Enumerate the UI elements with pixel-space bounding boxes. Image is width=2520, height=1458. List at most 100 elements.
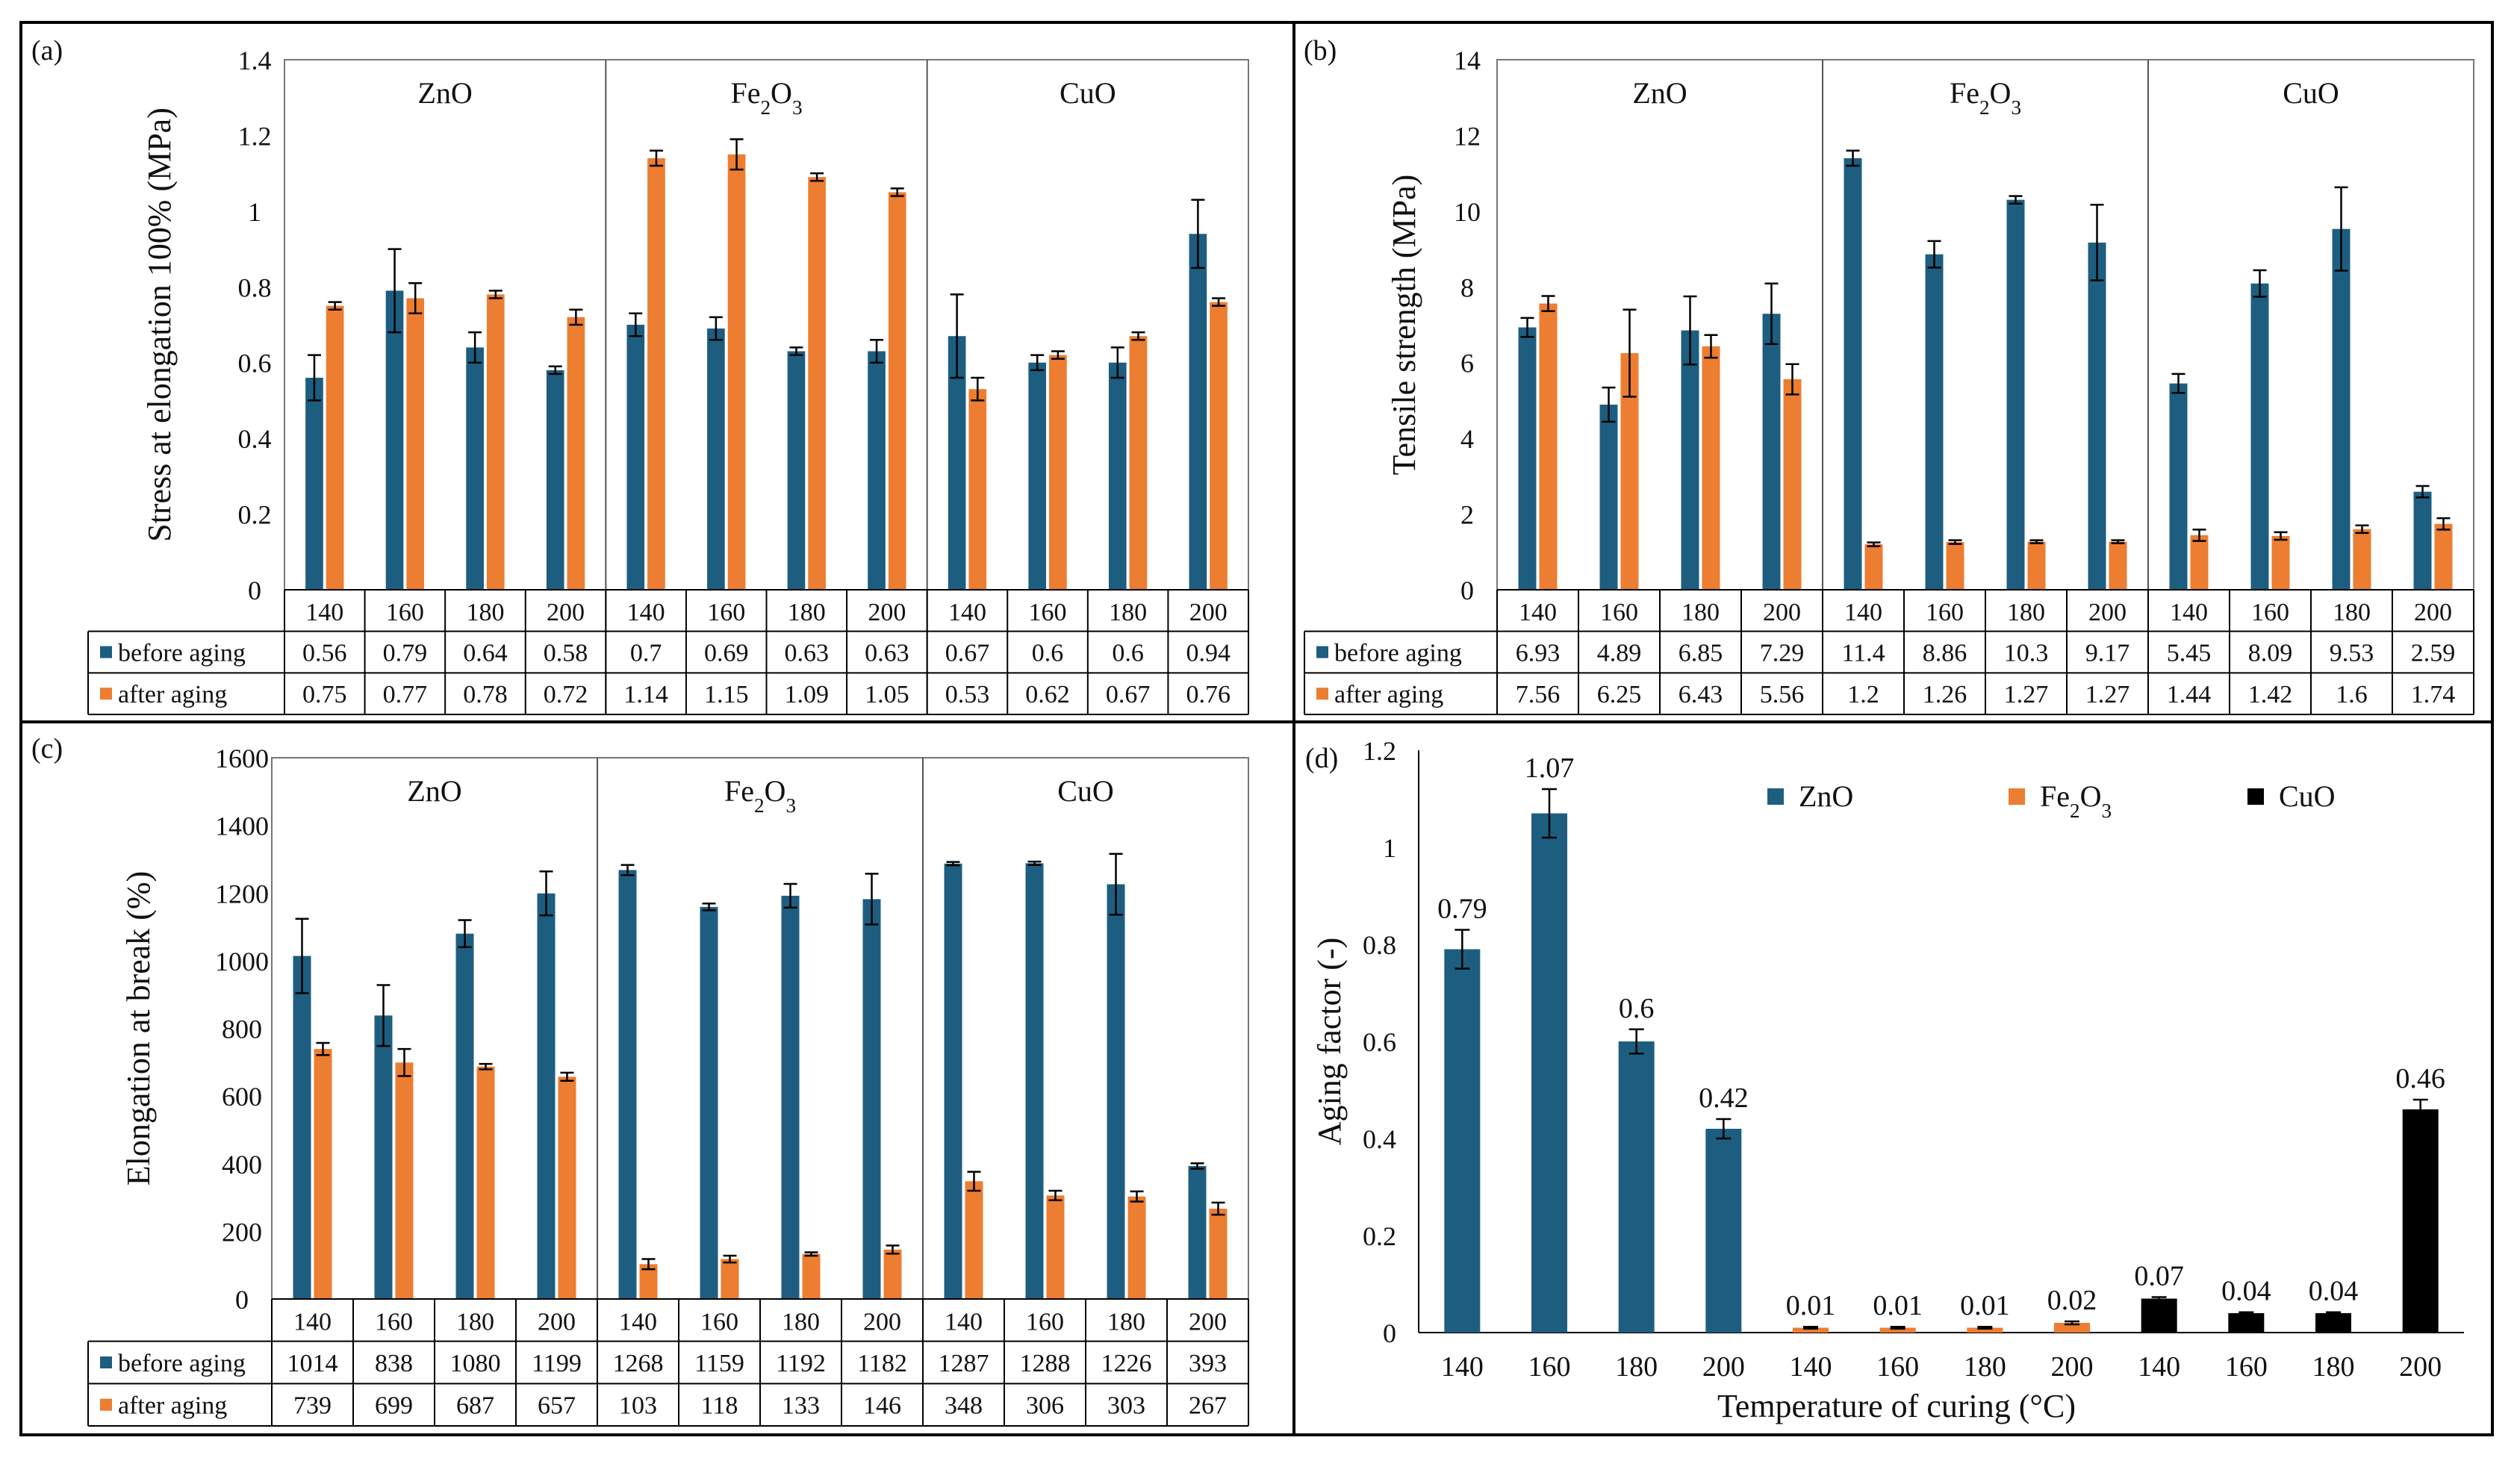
data-label: 1.05 — [865, 681, 909, 708]
data-label: 0.02 — [2047, 1285, 2097, 1316]
x-tick-label: 200 — [868, 599, 906, 626]
bar — [2402, 1109, 2439, 1333]
data-label: 146 — [863, 1392, 901, 1420]
legend-label: ZnO — [1799, 779, 1853, 813]
data-label: 0.78 — [463, 681, 508, 708]
bar — [2088, 242, 2106, 590]
y-axis: 0 200 400 600 800 1000 1200 1400 1600 — [215, 744, 273, 1315]
x-tick-label: 180 — [1109, 599, 1147, 626]
bar — [1946, 542, 1964, 590]
data-label: 0.63 — [785, 640, 830, 667]
x-tick-label: 180 — [456, 1308, 494, 1336]
y-tick-label: 1.4 — [238, 46, 272, 75]
data-label: 10.3 — [2004, 640, 2049, 667]
bar — [965, 1181, 983, 1299]
plot-frame — [271, 757, 1249, 1300]
data-label: 348 — [945, 1392, 983, 1420]
bar — [1793, 1327, 1829, 1333]
y-tick-label: 0.2 — [1363, 1221, 1396, 1251]
bar — [1129, 336, 1148, 590]
x-tick-label: 160 — [707, 599, 745, 626]
data-table: 140 160 180 200 140 160 180 200 140 160 180 200 befo… — [1304, 589, 2474, 715]
panel-label: (b) — [1304, 35, 1337, 66]
x-tick-label: 200 — [538, 1308, 576, 1336]
bar — [1209, 1209, 1228, 1299]
y-tick-label: 1400 — [215, 811, 269, 841]
x-tick-label: 180 — [466, 599, 504, 626]
data-label: 0.79 — [383, 640, 428, 667]
data-label: 838 — [375, 1350, 413, 1377]
data-label: 306 — [1026, 1392, 1064, 1420]
x-tick-label: 140 — [305, 599, 343, 626]
data-label: 9.53 — [2330, 640, 2374, 667]
bars — [305, 138, 1228, 591]
bar — [1107, 884, 1125, 1299]
bar — [2006, 199, 2025, 591]
data-label: 0.46 — [2395, 1063, 2445, 1094]
data-label: 1268 — [613, 1350, 664, 1377]
data-label: 1159 — [694, 1350, 744, 1377]
bar — [546, 370, 564, 590]
group-boxes: ZnO Fe2O3 CuO — [1496, 59, 2474, 714]
legend-swatch — [2247, 788, 2264, 805]
data-label: 5.56 — [1760, 681, 1805, 708]
bar — [1783, 379, 1802, 590]
bar — [2141, 1298, 2177, 1333]
x-tick-label: 200 — [2088, 599, 2127, 626]
bar — [618, 870, 637, 1299]
bar — [2169, 383, 2188, 590]
data-label: 0.6 — [1032, 640, 1064, 667]
data-label: 7.29 — [1760, 640, 1805, 667]
x-tick-label: 140 — [945, 1308, 983, 1336]
bar — [2109, 541, 2127, 590]
bar — [1127, 1196, 1146, 1299]
data-label: 8.09 — [2248, 640, 2293, 667]
data-label: 103 — [619, 1392, 657, 1420]
bar — [1879, 1327, 1916, 1333]
bar — [385, 290, 404, 590]
x-tick-label: 160 — [1876, 1351, 1919, 1383]
x-tick-label: 160 — [386, 599, 424, 626]
panel-b: 0 2 4 6 8 10 12 14 (b) Tensile strength (MPa) ZnO F… — [1304, 35, 2474, 715]
data-label: 1.74 — [2411, 681, 2456, 708]
data-label: 1.27 — [2004, 681, 2049, 708]
data-label: 11.4 — [1841, 640, 1885, 667]
x-tick-label: 180 — [2007, 599, 2045, 626]
plot-frame — [1496, 59, 2474, 591]
data-label: 0.75 — [302, 681, 347, 708]
data-label: 0.67 — [945, 640, 990, 667]
legend-label: before aging — [118, 640, 246, 667]
bar — [1046, 1195, 1065, 1299]
legend-label: before aging — [1334, 640, 1462, 667]
y-axis-title: Tensile strength (MPa) — [1386, 175, 1422, 476]
data-label: 1.6 — [2336, 681, 2368, 708]
x-tick-label: 160 — [375, 1308, 413, 1336]
bar — [537, 893, 556, 1299]
bar — [868, 351, 886, 590]
y-tick-label: 0.6 — [238, 349, 272, 378]
x-tick-label: 200 — [1189, 1308, 1227, 1336]
data-label: 303 — [1107, 1392, 1145, 1420]
x-tick-label: 160 — [1029, 599, 1067, 626]
data-label: 1014 — [287, 1350, 338, 1377]
group-label: CuO — [1060, 76, 1116, 110]
x-tick-label: 160 — [1926, 599, 1964, 626]
x-tick-label: 180 — [788, 599, 826, 626]
y-tick-label: 10 — [1454, 197, 1481, 227]
bar — [1599, 405, 1618, 590]
data-label: 0.72 — [544, 681, 588, 708]
y-tick-label: 0.4 — [1363, 1124, 1396, 1154]
data-label: 1.09 — [785, 681, 830, 708]
data-label: 0.56 — [302, 640, 347, 667]
data-label: 2.59 — [2411, 640, 2456, 667]
data-label: 0.6 — [1112, 640, 1144, 667]
panel-d: (d) 0 0.2 0.4 0.6 0.8 1 1.2 Aging factor (-) 0.79… — [1305, 736, 2464, 1424]
bar — [406, 298, 425, 590]
y-axis: 0 0.2 0.4 0.6 0.8 1 1.2 1.4 — [238, 46, 285, 605]
y-tick-label: 800 — [222, 1015, 262, 1044]
data-table: 140 160 180 200 140 160 180 200 140 160 180 200 befo… — [87, 1298, 1249, 1427]
data-label: 4.89 — [1597, 640, 1642, 667]
legend-label: before aging — [118, 1350, 246, 1377]
frame-border — [19, 21, 2494, 1436]
group-label: ZnO — [407, 774, 461, 808]
